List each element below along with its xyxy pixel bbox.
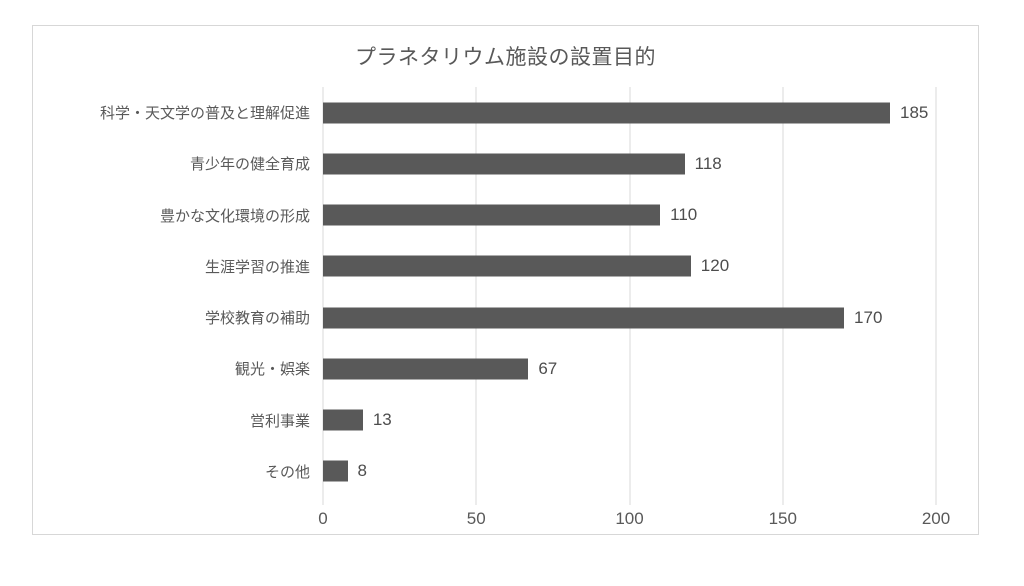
- bar: [323, 460, 348, 482]
- value-label: 170: [854, 307, 883, 327]
- bar-rows: 科学・天文学の普及と理解促進 185 青少年の健全育成 118 豊かな文化環境の形成 11…: [33, 87, 936, 497]
- gridline-200: [935, 87, 937, 505]
- plot-area: 科学・天文学の普及と理解促進 185 青少年の健全育成 118 豊かな文化環境の形成 11…: [33, 87, 937, 505]
- category-label: 観光・娯楽: [234, 361, 310, 379]
- bar-track: 120: [323, 241, 936, 292]
- bar: [323, 307, 845, 329]
- category-label: 営利事業: [249, 412, 310, 430]
- category-label: 科学・天文学の普及と理解促進: [99, 105, 310, 123]
- bar-track: 118: [323, 138, 936, 189]
- bar-track: 13: [323, 395, 936, 446]
- bar-track: 185: [323, 87, 936, 138]
- gridline-100: [629, 87, 630, 505]
- bar-row: 青少年の健全育成 118: [33, 138, 936, 189]
- category-label: その他: [264, 463, 310, 481]
- bar: [323, 102, 891, 124]
- value-label: 67: [538, 358, 558, 378]
- bar: [323, 358, 529, 380]
- value-label: 118: [694, 153, 722, 173]
- bar-track: 110: [323, 190, 936, 241]
- value-label: 185: [900, 102, 929, 122]
- category-label: 青少年の健全育成: [189, 156, 310, 174]
- bar-row: 生涯学習の推進 120: [33, 241, 936, 292]
- value-label: 13: [372, 410, 392, 430]
- bar-row: その他 8: [33, 446, 936, 497]
- bar-row: 豊かな文化環境の形成 110: [33, 190, 936, 241]
- bar-row: 観光・娯楽 67: [33, 343, 936, 394]
- bar-track: 170: [323, 292, 936, 343]
- x-tick-label: 100: [615, 509, 644, 528]
- bar: [323, 204, 661, 226]
- x-tick-label: 50: [466, 509, 486, 528]
- chart-title: プラネタリウム施設の設置目的: [355, 46, 656, 69]
- bar: [323, 409, 363, 431]
- gridline-50: [475, 87, 477, 505]
- bar: [323, 153, 685, 175]
- x-tick-label: 150: [768, 509, 797, 528]
- value-label: 110: [670, 205, 698, 225]
- value-label: 8: [357, 461, 367, 481]
- x-tick-label: 0: [318, 509, 328, 528]
- bar-track: 8: [323, 446, 936, 497]
- x-tick-label: 200: [921, 509, 951, 528]
- category-label: 豊かな文化環境の形成: [159, 207, 310, 225]
- gridline-150: [782, 87, 784, 505]
- bar-row: 科学・天文学の普及と理解促進 185: [33, 87, 936, 138]
- value-label: 120: [700, 256, 730, 276]
- gridline-0: [322, 87, 324, 505]
- bar-track: 67: [323, 343, 936, 394]
- category-label: 生涯学習の推進: [204, 258, 310, 276]
- bar-row: 学校教育の補助 170: [33, 292, 936, 343]
- x-axis: 0 50 100 150 200: [318, 509, 950, 533]
- chart-frame: プラネタリウム施設の設置目的 科学・天文学の普及と理解促進 185 青少年の健全育成…: [32, 25, 979, 535]
- bar: [323, 255, 691, 277]
- gridlines: [322, 87, 937, 505]
- category-label: 学校教育の補助: [204, 310, 310, 328]
- bar-row: 営利事業 13: [33, 395, 936, 446]
